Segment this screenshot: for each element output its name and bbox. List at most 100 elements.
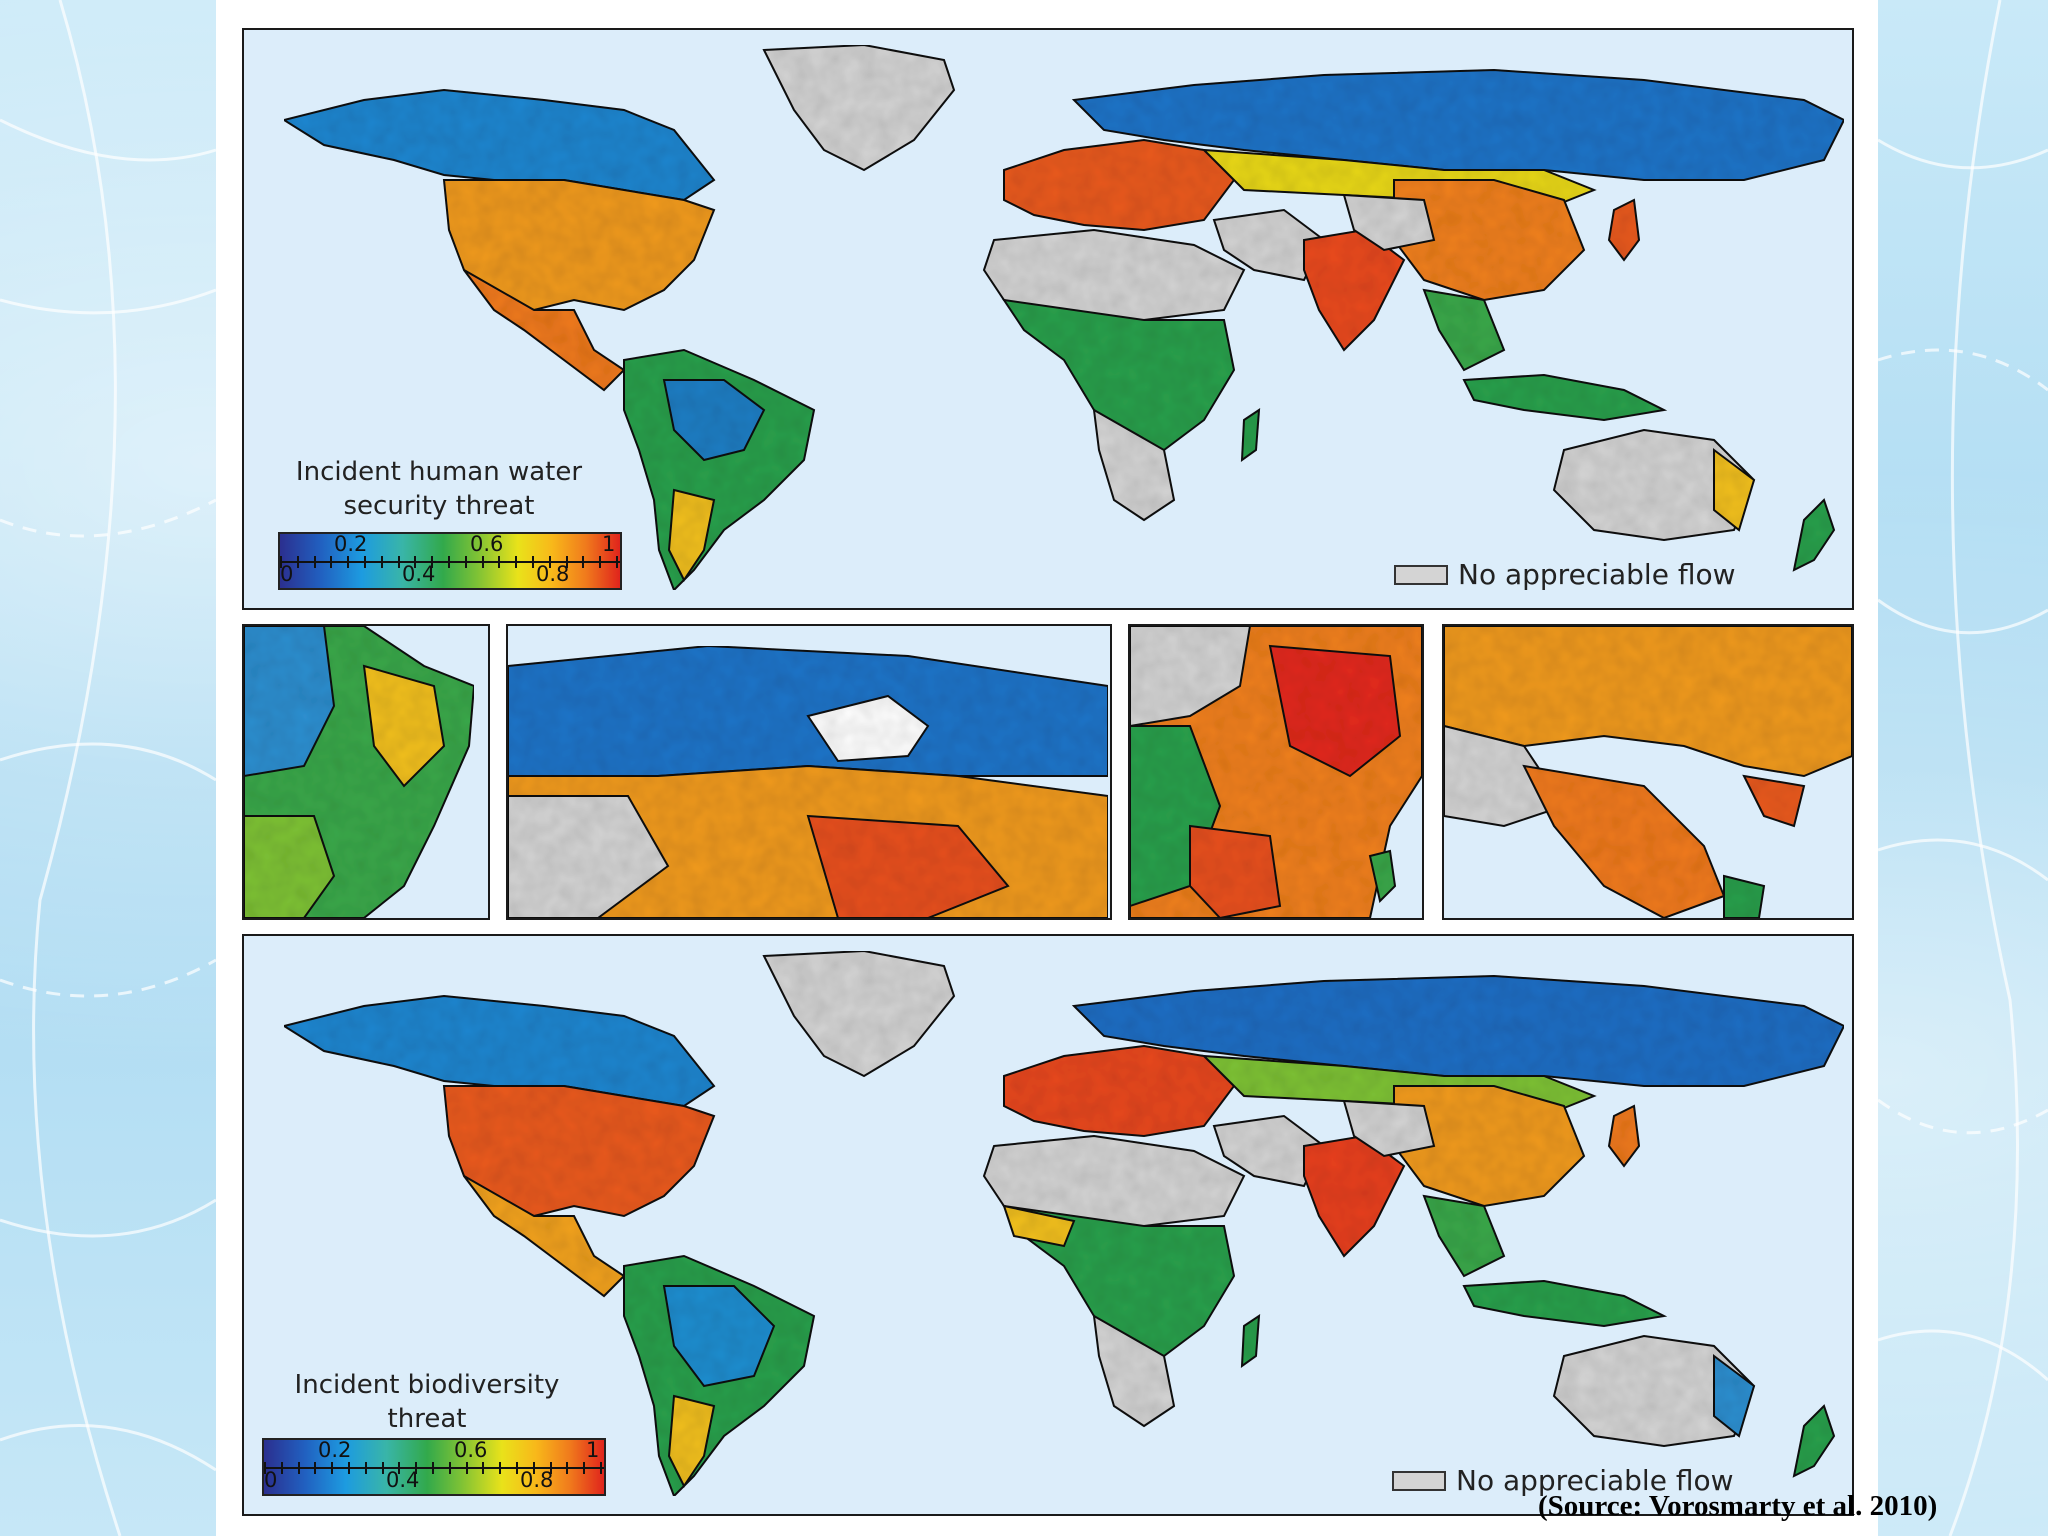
inset-east-asia [1128,624,1424,920]
new-zealand [1792,1404,1836,1478]
colorbar-minor-tick [280,556,282,568]
colorbar-axis [280,561,620,563]
legend-title: Incident human water security threat [274,455,604,523]
colorbar-minor-tick [532,1462,535,1474]
madagascar [1240,408,1261,463]
colorbar-axis [264,1467,604,1469]
colorbar-minor-tick [481,556,484,568]
madagascar [1240,1314,1261,1369]
south-america-core [662,1285,776,1388]
colorbar-minor-tick [364,1462,367,1474]
australia [1552,428,1756,542]
legend-title-line2: threat [387,1404,467,1434]
colorbar-tick-0.2: 0.2 [334,532,368,556]
inset-north-america [506,624,1112,920]
africa-north [982,228,1246,321]
africa-north [982,1134,1246,1227]
colorbar-tick-0.4: 0.4 [402,562,436,586]
colorbar-tick-0.6: 0.6 [470,532,504,556]
colorbar-minor-tick [464,556,467,568]
colorbar-minor-tick [616,556,618,568]
colorbar-minor-tick [498,556,501,568]
no-flow-label: No appreciable flow [1458,558,1736,591]
colorbar-minor-tick [415,1462,418,1474]
colorbar-minor-tick [397,556,400,568]
colorbar-minor-tick [348,1462,350,1474]
middle-east [1212,208,1326,282]
europe [1003,138,1236,232]
colorbar-minor-tick [313,556,316,568]
colorbar-minor-tick [431,556,434,568]
colorbar-minor-tick [380,556,383,568]
colorbar-minor-tick [532,556,534,568]
inset-north-america-map [508,644,1109,918]
colorbar-minor-tick [280,1462,283,1474]
colorbar-minor-tick [549,1462,552,1474]
greenland [762,949,956,1078]
greenland [762,43,956,172]
north-asia [1071,68,1846,181]
colorbar-tick-0.2: 0.2 [318,1438,352,1462]
mexico-central-america [463,269,626,392]
colorbar-minor-tick [515,556,518,568]
colorbar-minor-tick [331,1462,334,1474]
no-flow-swatch [1392,1470,1446,1491]
colorbar-minor-tick [414,556,417,568]
source-citation: (Source: Vorosmarty et al. 2010) [1538,1490,1938,1522]
africa-south [1092,1314,1176,1428]
southeast-asia [1422,1194,1506,1278]
north-asia [1071,974,1846,1087]
china [1393,1085,1586,1208]
colorbar-tick-1: 1 [602,532,616,556]
middle-east [1212,1114,1326,1188]
japan [1607,1104,1641,1168]
inset-south-america [242,624,490,920]
australia-east [1713,448,1756,532]
colorbar-minor-tick [347,556,350,568]
colorbar-minor-tick [548,556,551,568]
inset-us-mexico-map [1444,626,1852,918]
colorbar-minor-tick [314,1462,317,1474]
colorbar-minor-tick [381,1462,384,1474]
colorbar-minor-tick [448,556,450,568]
biodiversity-threat-map: Incident biodiversity threat 0.2 0.6 1 0… [242,934,1854,1516]
colorbar-minor-tick [499,1462,502,1474]
south-america-south [667,1394,716,1488]
colorbar-minor-tick [448,1462,451,1474]
colorbar-minor-tick [482,1462,485,1474]
no-flow-swatch [1394,564,1448,585]
inset-east-asia-map [1130,626,1422,918]
australia [1552,1334,1756,1448]
colorbar-minor-tick [398,1462,401,1474]
legend-title-line1: Incident biodiversity [294,1370,560,1400]
colorbar-minor-tick [264,1462,266,1474]
australia-east [1713,1354,1756,1438]
world-map-bottom [281,949,1846,1498]
indonesia [1462,373,1668,422]
inset-us-mexico [1442,624,1854,920]
south-america-south [667,488,716,582]
legend-title: Incident biodiversity threat [262,1368,592,1436]
europe [1003,1044,1236,1138]
colorbar-tick-0.6: 0.6 [454,1438,488,1462]
inset-south-america-map [244,626,476,918]
indonesia [1462,1279,1668,1328]
africa-south [1092,408,1176,522]
japan [1607,198,1641,262]
legend-title-line2: security threat [343,491,535,521]
colorbar-biodiversity: 0.2 0.6 1 0 0.4 0.8 [262,1438,606,1496]
colorbar-tick-0: 0 [264,1468,278,1492]
world-map-top [281,43,1846,592]
colorbar-minor-tick [432,1462,434,1474]
no-flow-legend: No appreciable flow [1392,1464,1733,1497]
no-flow-label: No appreciable flow [1456,1464,1734,1497]
human-water-security-map: Incident human water security threat 0.2… [242,28,1854,610]
colorbar-minor-tick [599,556,602,568]
colorbar-minor-tick [330,556,333,568]
colorbar-minor-tick [600,1462,602,1474]
tibet-gray [1342,1099,1436,1158]
colorbar-minor-tick [516,1462,518,1474]
colorbar-minor-tick [296,556,299,568]
colorbar-tick-0.4: 0.4 [386,1468,420,1492]
